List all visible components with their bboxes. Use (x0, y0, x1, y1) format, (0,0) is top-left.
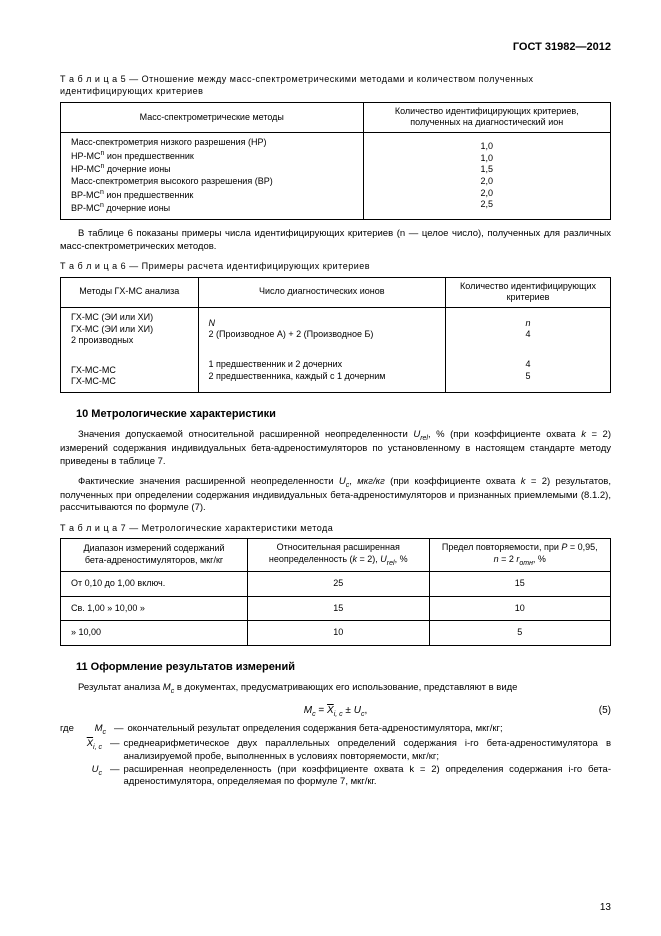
table6-caption-label: Т а б л и ц а 6 (60, 261, 126, 271)
table5-h1: Масс-спектрометрические методы (61, 102, 364, 132)
t6h0: Методы ГХ-МС анализа (61, 277, 199, 307)
table6-cell: N2 (Производное А) + 2 (Производное Б)1 … (198, 307, 446, 392)
section-11-title: 11 Оформление результатов измерений (76, 660, 611, 674)
table5-caption: Т а б л и ц а 5 — Отношение между масс-с… (60, 74, 611, 97)
section-10-title: 10 Метрологические характеристики (76, 407, 611, 421)
table7-cell: » 10,00 (61, 621, 248, 646)
where-intro: где (60, 723, 86, 737)
paragraph-3: Фактические значения расширенной неопред… (60, 476, 611, 515)
t7h2: Предел повторяемости, при P = 0,95,n = 2… (429, 539, 611, 572)
t7h1: Относительная расширеннаянеопределенност… (248, 539, 430, 572)
equation-5: Mc = Xi, c ± Uc, (5) (60, 704, 611, 719)
paragraph-2: Значения допускаемой относительной расши… (60, 429, 611, 468)
table5-values-cell: 1,01,01,52,02,02,5 (363, 133, 611, 220)
table7-caption-label: Т а б л и ц а 7 (60, 523, 126, 533)
table7: Диапазон измерений содержанийбета-адрено… (60, 538, 611, 646)
table6-caption-text: — Примеры расчета идентифицирующих крите… (126, 261, 370, 271)
t7h0: Диапазон измерений содержанийбета-адрено… (61, 539, 248, 572)
table5-h2: Количество идентифицирующих критериев, п… (363, 102, 611, 132)
table7-cell: 15 (429, 571, 611, 596)
table5-caption-label: Т а б л и ц а 5 (60, 74, 126, 84)
table7-caption-text: — Метрологические характеристики метода (126, 523, 333, 533)
equation-number: (5) (599, 704, 611, 717)
table7-cell: 15 (248, 596, 430, 621)
table7-cell: От 0,10 до 1,00 включ. (61, 571, 248, 596)
paragraph-4: Результат анализа Mc в документах, преду… (60, 682, 611, 696)
where-def-1: среднеарифметическое двух параллельных о… (124, 738, 612, 763)
t6h2: Количество идентифицирующих критериев (446, 277, 611, 307)
where-def-2: расширенная неопределенность (при коэффи… (124, 764, 612, 789)
table5-methods-cell: Масс-спектрометрия низкого разрешения (Н… (61, 133, 364, 220)
table7-cell: 10 (429, 596, 611, 621)
table6-cell: ГХ-МС (ЭИ или ХИ)ГХ-МС (ЭИ или ХИ)2 прои… (61, 307, 199, 392)
where-block: где Mc — окончательный результат определ… (60, 723, 611, 788)
where-def-0: окончательный результат определения соде… (128, 723, 612, 737)
t6h1: Число диагностических ионов (198, 277, 446, 307)
table6: Методы ГХ-МС анализа Число диагностическ… (60, 277, 611, 394)
table7-cell: 25 (248, 571, 430, 596)
table7-cell: 5 (429, 621, 611, 646)
table7-cell: Св. 1,00 » 10,00 » (61, 596, 248, 621)
table6-cell: n445 (446, 307, 611, 392)
table7-cell: 10 (248, 621, 430, 646)
page-number: 13 (600, 901, 611, 914)
paragraph-1: В таблице 6 показаны примеры числа идент… (60, 228, 611, 253)
table5: Масс-спектрометрические методы Количеств… (60, 102, 611, 221)
table6-caption: Т а б л и ц а 6 — Примеры расчета иденти… (60, 261, 611, 273)
table7-caption: Т а б л и ц а 7 — Метрологические характ… (60, 523, 611, 535)
table5-caption-text: — Отношение между масс-спектрометрически… (60, 74, 534, 96)
document-header: ГОСТ 31982—2012 (60, 40, 611, 54)
